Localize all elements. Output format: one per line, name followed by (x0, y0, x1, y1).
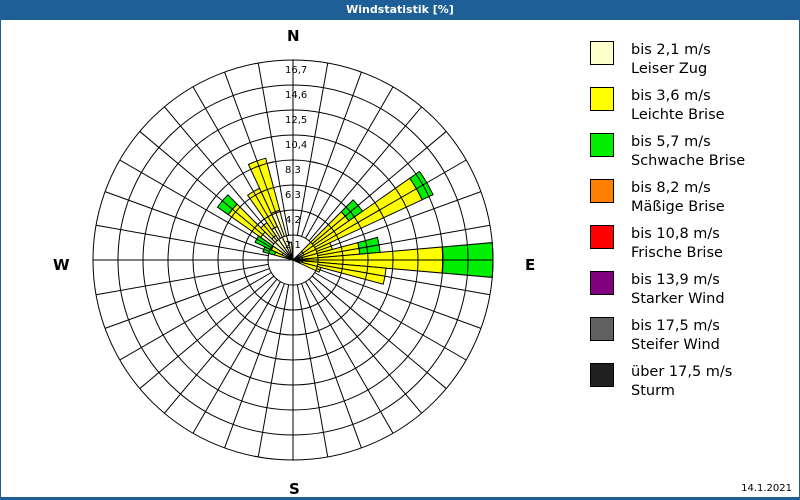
legend-speed: bis 13,9 m/s (631, 272, 720, 288)
svg-text:14,6: 14,6 (285, 90, 307, 101)
legend-name: Steifer Wind (631, 337, 720, 353)
legend-speed: über 17,5 m/s (631, 364, 733, 380)
svg-text:6,3: 6,3 (285, 190, 301, 201)
svg-text:2,1: 2,1 (285, 240, 301, 251)
legend-speed: bis 10,8 m/s (631, 226, 720, 242)
svg-text:12,5: 12,5 (285, 115, 307, 126)
legend-speed: bis 5,7 m/s (631, 134, 711, 150)
legend-speed: bis 8,2 m/s (631, 180, 711, 196)
svg-text:8,3: 8,3 (285, 165, 301, 176)
legend-swatch (590, 271, 614, 295)
compass-west: W (53, 256, 70, 274)
legend-swatch (590, 87, 614, 111)
svg-text:16,7: 16,7 (285, 65, 307, 76)
compass-east: E (525, 256, 536, 274)
legend-swatch (590, 133, 614, 157)
legend-swatch (590, 317, 614, 341)
wind-bar (301, 260, 387, 285)
window-title: Windstatistik [%] (0, 0, 800, 20)
svg-text:4,2: 4,2 (285, 215, 301, 226)
wind-rose-grid (92, 59, 494, 461)
legend-swatch (590, 179, 614, 203)
ring-labels: 2,1 4,2 6,3 8,3 10,4 12,5 14,6 16,7 (285, 65, 307, 251)
legend-name: Leichte Brise (631, 107, 725, 123)
svg-text:10,4: 10,4 (285, 140, 307, 151)
legend-swatch (590, 363, 614, 387)
legend-name: Sturm (631, 383, 675, 399)
legend-name: Mäßige Brise (631, 199, 725, 215)
legend-name: Leiser Zug (631, 61, 708, 77)
legend-speed: bis 2,1 m/s (631, 42, 711, 58)
legend-speed: bis 3,6 m/s (631, 88, 711, 104)
legend-name: Frische Brise (631, 245, 723, 261)
compass-north: N (287, 27, 300, 45)
legend-swatch (590, 41, 614, 65)
wind-bar (247, 157, 281, 214)
date-label: 14.1.2021 (741, 483, 792, 494)
legend-speed: bis 17,5 m/s (631, 318, 720, 334)
bottom-border (0, 497, 800, 500)
legend-swatch (590, 225, 614, 249)
legend-name: Schwache Brise (631, 153, 746, 169)
compass-south: S (289, 480, 300, 498)
wind-bar (287, 241, 294, 261)
wind-bar (298, 261, 322, 273)
wind-bar (357, 236, 381, 255)
wind-rose-bars (216, 157, 494, 285)
legend-name: Starker Wind (631, 291, 725, 307)
